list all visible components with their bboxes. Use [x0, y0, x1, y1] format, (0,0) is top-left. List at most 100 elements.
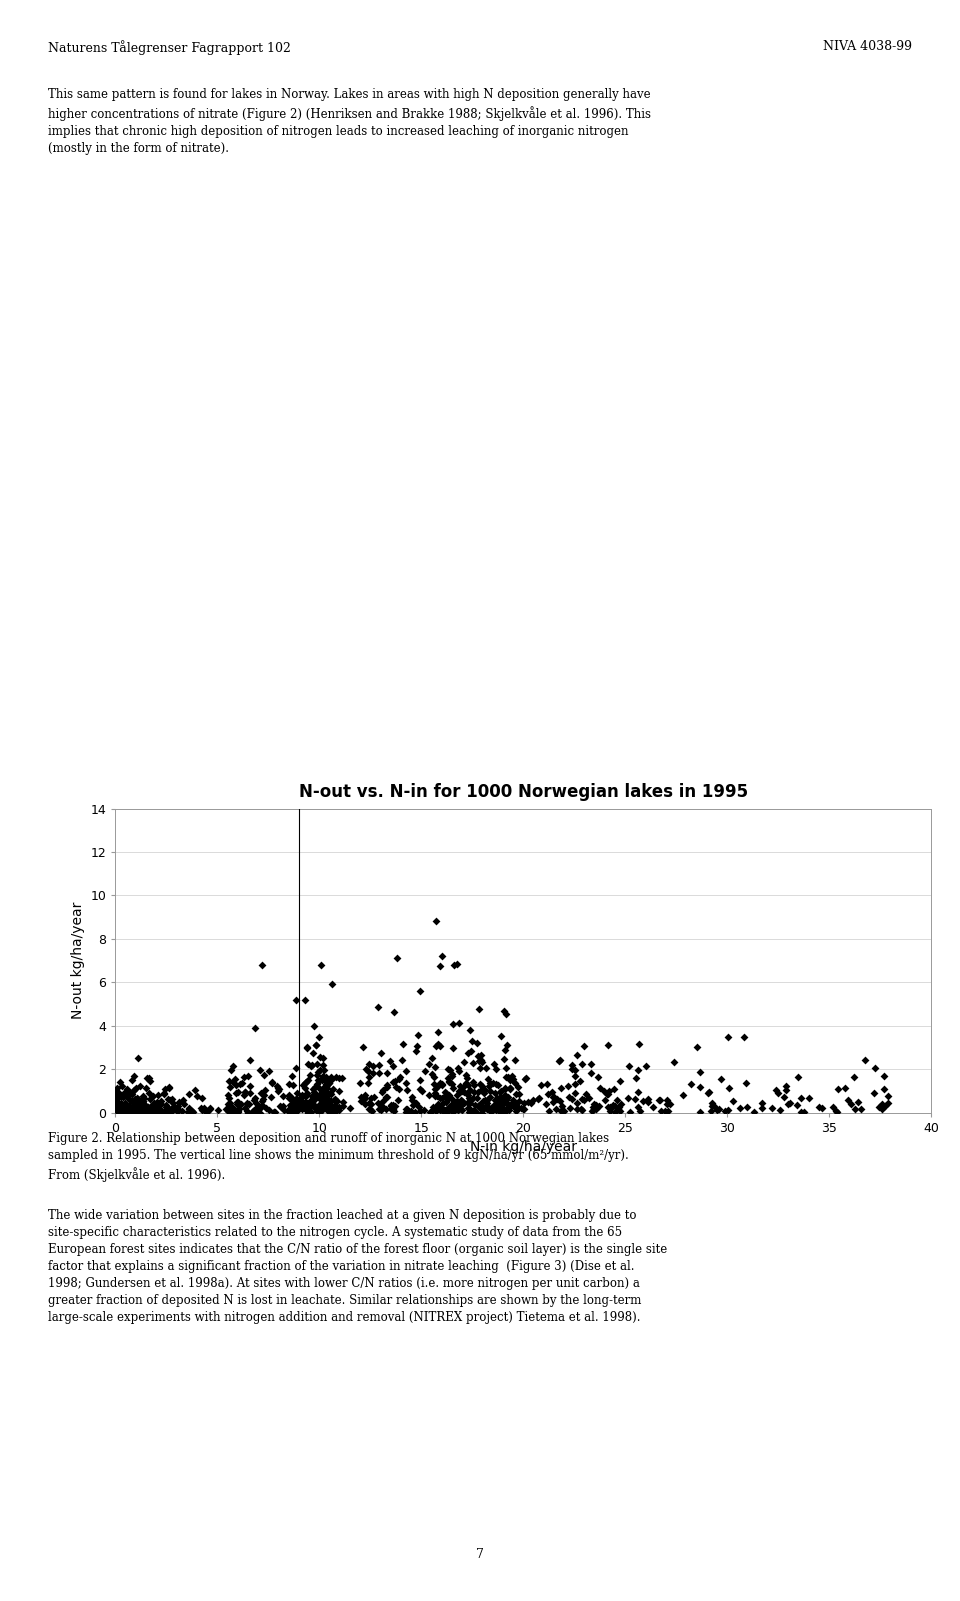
Point	[284, 1063, 300, 1089]
Point	[124, 1095, 139, 1121]
Point	[492, 1084, 508, 1109]
Point	[255, 1085, 271, 1111]
Point	[503, 1068, 518, 1093]
Point	[134, 1093, 150, 1119]
Point	[388, 1074, 403, 1100]
Point	[154, 1092, 169, 1117]
Point	[429, 1097, 444, 1122]
Point	[114, 1098, 130, 1124]
Point	[247, 1087, 262, 1113]
Point	[457, 1079, 472, 1105]
Point	[231, 1097, 247, 1122]
Point	[486, 1052, 501, 1077]
Point	[398, 1100, 414, 1126]
Point	[387, 999, 402, 1025]
Point	[318, 1092, 333, 1117]
Point	[221, 1095, 236, 1121]
Point	[142, 1095, 157, 1121]
Point	[149, 1089, 164, 1114]
Point	[421, 1052, 437, 1077]
Point	[109, 1098, 125, 1124]
Point	[108, 1081, 124, 1106]
Point	[508, 1092, 523, 1117]
Point	[329, 1095, 345, 1121]
Point	[458, 1071, 473, 1097]
Point	[438, 1082, 453, 1108]
Point	[127, 1087, 142, 1113]
Point	[433, 1097, 448, 1122]
Point	[472, 1092, 488, 1117]
Point	[195, 1098, 210, 1124]
Point	[342, 1095, 357, 1121]
Point	[666, 1049, 682, 1074]
Point	[129, 1093, 144, 1119]
Point	[332, 1093, 348, 1119]
Point	[270, 1076, 285, 1101]
Point	[370, 994, 385, 1020]
Point	[120, 1098, 135, 1124]
Point	[305, 1076, 321, 1101]
Point	[569, 1097, 585, 1122]
Point	[112, 1093, 128, 1119]
Point	[388, 1068, 403, 1093]
Point	[284, 1092, 300, 1117]
Point	[310, 1097, 325, 1122]
Point	[541, 1098, 557, 1124]
Point	[319, 1095, 334, 1121]
Point	[497, 1082, 513, 1108]
Point	[242, 1073, 257, 1098]
Point	[600, 1093, 615, 1119]
Point	[578, 1081, 593, 1106]
Point	[110, 1093, 126, 1119]
Point	[122, 1087, 137, 1113]
Point	[304, 1089, 320, 1114]
Point	[516, 1090, 532, 1116]
Point	[516, 1097, 532, 1122]
Point	[479, 1097, 494, 1122]
Point	[442, 1057, 457, 1082]
Point	[196, 1095, 211, 1121]
Point	[590, 1065, 606, 1090]
Point	[847, 1065, 862, 1090]
Point	[440, 1087, 455, 1113]
Point	[225, 1053, 240, 1079]
Point	[119, 1097, 134, 1122]
Point	[310, 1098, 325, 1124]
Point	[299, 1069, 314, 1095]
Point	[408, 1090, 423, 1116]
Point	[449, 1092, 465, 1117]
Point	[469, 1031, 485, 1057]
Text: 7: 7	[476, 1548, 484, 1561]
Point	[392, 1076, 407, 1101]
Point	[110, 1093, 126, 1119]
Point	[777, 1084, 792, 1109]
Point	[132, 1092, 147, 1117]
Point	[300, 1050, 315, 1076]
Point	[717, 1098, 732, 1124]
Point	[653, 1087, 668, 1113]
Point	[585, 1095, 600, 1121]
Point	[603, 1098, 618, 1124]
Point	[427, 1053, 443, 1079]
Point	[876, 1063, 891, 1089]
Point	[405, 1084, 420, 1109]
Point	[228, 1097, 243, 1122]
Point	[335, 1065, 350, 1090]
Point	[319, 1081, 334, 1106]
Point	[309, 1050, 324, 1076]
Point	[501, 1092, 516, 1117]
Point	[365, 1053, 380, 1079]
Point	[452, 1058, 468, 1084]
Point	[241, 1100, 256, 1126]
Point	[122, 1079, 137, 1105]
Point	[386, 1053, 401, 1079]
Point	[290, 1093, 305, 1119]
Point	[461, 1090, 476, 1116]
Point	[129, 1097, 144, 1122]
Point	[372, 1052, 387, 1077]
Point	[426, 1071, 442, 1097]
Point	[115, 1098, 131, 1124]
Point	[162, 1087, 178, 1113]
Point	[853, 1095, 869, 1121]
Point	[705, 1090, 720, 1116]
